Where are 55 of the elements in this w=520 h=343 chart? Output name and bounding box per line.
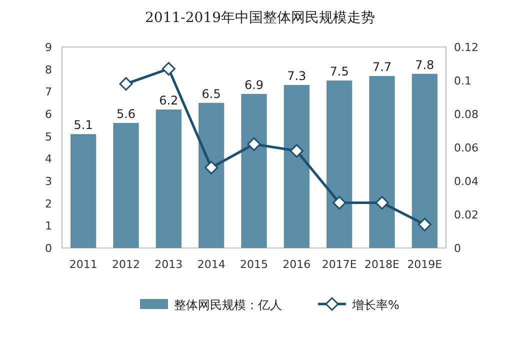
x-tick-label: 2017E (322, 258, 357, 271)
data-label: 5.6 (116, 106, 136, 121)
y-tick-label: 4 (45, 152, 52, 166)
y2-tick-label: 0 (454, 242, 461, 255)
point (290, 144, 304, 158)
y-tick-label: 7 (45, 86, 52, 99)
legend-label: 增长率% (351, 298, 400, 312)
bar (113, 122, 139, 248)
y-tick-label: 2 (45, 197, 52, 210)
point (247, 137, 261, 151)
y-tick-label: 0 (45, 242, 52, 255)
data-label: 6.5 (202, 86, 221, 101)
x-tick-label: 2011 (69, 258, 98, 271)
point (119, 77, 133, 91)
y-tick-label: 3 (45, 175, 52, 188)
point (332, 196, 346, 210)
y2-tick-label: 0.12 (454, 41, 478, 54)
bar (156, 110, 182, 248)
chart-title: 2011-2019年中国整体网民规模走势 (145, 10, 375, 26)
y-tick-label: 5 (45, 130, 52, 144)
y-tick-label: 8 (45, 63, 52, 76)
point (204, 160, 218, 174)
point (375, 196, 389, 210)
x-tick-label: 2012 (112, 258, 140, 271)
data-label: 7.7 (372, 60, 392, 74)
bar (369, 76, 395, 248)
bar (70, 134, 96, 248)
bar (241, 94, 267, 248)
x-tick-label: 2014 (197, 258, 226, 271)
data-label: 7.8 (415, 58, 434, 72)
point (162, 62, 176, 76)
y2-tick-label: 0.06 (454, 142, 478, 154)
y2-tick-label: 0.02 (454, 208, 478, 222)
y2-tick-label: 0.1 (454, 74, 472, 88)
point (418, 218, 432, 232)
bar (284, 84, 310, 248)
data-label: 5.1 (74, 118, 93, 132)
bar (326, 80, 352, 248)
y-tick-label: 1 (45, 220, 52, 233)
legend-label: 整体网民规模：亿人 (174, 298, 282, 312)
x-tick-label: 2013 (154, 258, 183, 271)
x-tick-label: 2019E (407, 258, 442, 271)
y2-tick-label: 0.08 (454, 108, 478, 121)
y2-tick-label: 0.04 (454, 175, 478, 188)
data-label: 6.9 (244, 78, 264, 92)
x-tick-label: 2018E (364, 258, 400, 271)
bar (412, 74, 438, 248)
y-tick-label: 6 (45, 108, 52, 121)
bar (198, 102, 224, 248)
x-tick-label: 2016 (282, 258, 311, 271)
y-tick-label: 9 (45, 41, 52, 54)
data-label: 7.5 (330, 64, 349, 78)
data-label: 6.2 (159, 94, 178, 108)
x-tick-label: 2015 (240, 258, 268, 271)
data-label: 7.3 (287, 68, 306, 83)
